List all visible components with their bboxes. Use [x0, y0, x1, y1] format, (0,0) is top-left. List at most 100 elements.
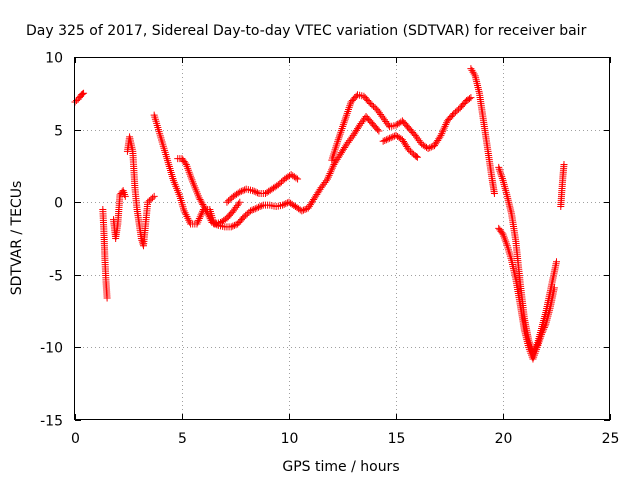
- x-tick-label: 20: [495, 431, 513, 447]
- data-point: [384, 135, 392, 143]
- data-point: [324, 173, 332, 181]
- data-point: [227, 223, 235, 231]
- x-tick-label: 15: [388, 431, 406, 447]
- data-point: [495, 165, 503, 173]
- data-point: [375, 127, 383, 135]
- data-point: [138, 238, 146, 246]
- data-point: [299, 206, 307, 214]
- data-point: [210, 219, 218, 227]
- data-point: [553, 258, 560, 266]
- data-point: [294, 175, 302, 183]
- data-point: [78, 90, 86, 98]
- data-point: [560, 160, 568, 168]
- data-point: [279, 201, 287, 209]
- data-point: [437, 131, 445, 139]
- data-point: [329, 162, 337, 170]
- data-point: [335, 134, 343, 142]
- data-point: [250, 187, 258, 195]
- data-point: [496, 167, 504, 175]
- data-point: [250, 205, 258, 213]
- tick-labels: 0 5 10 15 20 25 -15 -10 -5 0 5 10: [40, 51, 619, 448]
- data-point: [439, 126, 447, 134]
- data-point: [450, 110, 458, 118]
- data-point: [468, 66, 476, 74]
- data-point: [145, 197, 153, 205]
- data-point: [346, 100, 354, 108]
- data-point: [370, 102, 378, 110]
- y-tick-label: 5: [54, 124, 63, 140]
- data-point: [426, 144, 434, 152]
- data-point: [327, 168, 335, 176]
- x-tick-label: 0: [71, 431, 80, 447]
- data-point: [243, 210, 251, 218]
- data-point: [490, 189, 498, 197]
- data-point: [406, 147, 414, 155]
- data-point: [424, 144, 432, 152]
- data-point: [225, 197, 233, 205]
- data-point: [258, 202, 266, 210]
- data-point: [253, 189, 261, 197]
- data-point: [436, 133, 444, 141]
- data-point: [242, 211, 250, 219]
- data-point: [80, 89, 88, 97]
- data-point: [467, 94, 475, 102]
- data-point: [256, 203, 264, 211]
- y-tick-label: -15: [40, 414, 63, 430]
- data-point: [234, 200, 242, 208]
- y-tick-label: -5: [49, 269, 63, 285]
- data-point: [540, 325, 548, 333]
- data-point: [276, 179, 284, 187]
- data-point: [253, 204, 261, 212]
- data-point: [366, 99, 374, 107]
- data-point: [498, 229, 506, 237]
- data-point: [382, 136, 390, 144]
- data-point: [278, 178, 286, 186]
- data-point: [298, 207, 306, 215]
- x-tick-label: 10: [281, 431, 299, 447]
- data-point: [149, 194, 157, 202]
- data-point: [337, 128, 345, 136]
- data-point: [469, 68, 477, 76]
- data-point: [150, 192, 158, 200]
- data-point: [193, 220, 201, 228]
- data-point: [249, 187, 257, 195]
- data-point: [541, 322, 549, 330]
- data-point: [438, 130, 446, 138]
- data-point: [226, 195, 234, 203]
- data-point: [465, 95, 473, 103]
- data-point: [451, 108, 459, 116]
- data-point: [236, 188, 244, 196]
- data-point: [339, 123, 347, 131]
- data-point: [194, 218, 202, 226]
- data-point: [252, 188, 260, 196]
- data-point: [121, 192, 129, 200]
- data-point: [540, 324, 548, 332]
- data-point: [230, 221, 238, 229]
- data-point: [342, 113, 350, 121]
- data-point: [251, 205, 259, 213]
- data-point: [255, 203, 263, 211]
- data-point: [211, 220, 219, 228]
- data-point: [439, 128, 447, 136]
- data-point: [368, 101, 376, 109]
- data-point: [274, 181, 282, 189]
- data-point: [538, 330, 546, 338]
- data-point: [384, 121, 392, 129]
- data-point: [301, 205, 309, 213]
- x-tick-label: 25: [602, 431, 620, 447]
- data-point: [324, 175, 332, 183]
- data-point: [208, 219, 216, 227]
- data-point: [442, 121, 450, 129]
- data-point: [495, 163, 503, 171]
- data-point: [234, 189, 242, 197]
- data-point: [374, 126, 382, 134]
- y-tick-label: 10: [45, 51, 63, 67]
- data-point: [371, 104, 379, 112]
- data-point: [339, 121, 347, 129]
- data-point: [196, 213, 204, 221]
- data-point: [538, 329, 546, 337]
- data-point: [195, 215, 203, 223]
- data-point: [345, 104, 353, 112]
- data-point: [240, 213, 248, 221]
- data-point: [328, 164, 336, 172]
